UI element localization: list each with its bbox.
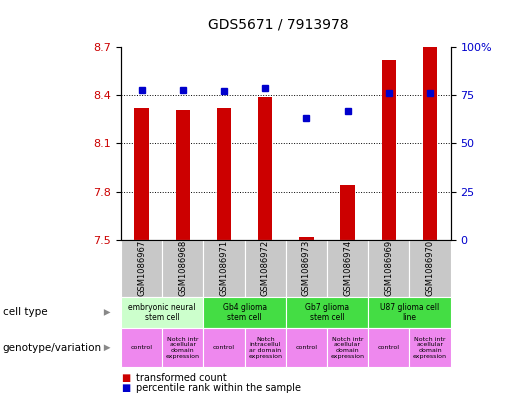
Text: GSM1086974: GSM1086974 (343, 240, 352, 296)
Text: GSM1086969: GSM1086969 (384, 240, 393, 296)
Text: embryonic neural
stem cell: embryonic neural stem cell (128, 303, 196, 322)
Text: control: control (296, 345, 317, 350)
Bar (368, 240, 409, 297)
Text: transformed count: transformed count (136, 373, 227, 383)
Text: Notch
intracellul
ar domain
expression: Notch intracellul ar domain expression (248, 337, 282, 359)
Bar (203, 240, 245, 297)
Text: Notch intr
acellular
domain
expression: Notch intr acellular domain expression (331, 337, 365, 359)
Text: genotype/variation: genotype/variation (3, 343, 101, 353)
Bar (327, 240, 368, 297)
Text: GSM1086968: GSM1086968 (178, 240, 187, 296)
Bar (121, 297, 203, 328)
Bar (245, 240, 286, 297)
Bar (286, 328, 327, 367)
Bar (134, 108, 149, 240)
Text: Notch intr
acellular
domain
expression: Notch intr acellular domain expression (413, 337, 447, 359)
Text: ■: ■ (121, 373, 130, 383)
Bar (121, 240, 162, 297)
Text: GSM1086973: GSM1086973 (302, 240, 311, 296)
Bar (382, 60, 396, 240)
Text: cell type: cell type (3, 307, 47, 318)
Bar (203, 328, 245, 367)
Text: control: control (131, 345, 152, 350)
Text: Gb4 glioma
stem cell: Gb4 glioma stem cell (222, 303, 267, 322)
Text: GDS5671 / 7913978: GDS5671 / 7913978 (208, 18, 349, 32)
Text: control: control (213, 345, 235, 350)
Text: GSM1086970: GSM1086970 (425, 240, 435, 296)
Bar (340, 185, 355, 240)
Text: Notch intr
acellular
domain
expression: Notch intr acellular domain expression (166, 337, 200, 359)
Bar (409, 240, 451, 297)
Bar (121, 328, 162, 367)
Bar (368, 328, 409, 367)
Bar (203, 297, 286, 328)
Text: GSM1086972: GSM1086972 (261, 240, 270, 296)
Text: GSM1086967: GSM1086967 (137, 240, 146, 296)
Bar (423, 47, 437, 240)
Bar (327, 328, 368, 367)
Text: GSM1086971: GSM1086971 (219, 240, 229, 296)
Text: ■: ■ (121, 383, 130, 393)
Bar (162, 240, 203, 297)
Text: control: control (378, 345, 400, 350)
Bar (286, 297, 368, 328)
Bar (286, 240, 327, 297)
Bar (162, 328, 203, 367)
Text: U87 glioma cell
line: U87 glioma cell line (380, 303, 439, 322)
Bar (217, 108, 231, 240)
Bar (299, 237, 314, 240)
Bar (409, 328, 451, 367)
Bar (368, 297, 451, 328)
Bar (245, 328, 286, 367)
Text: percentile rank within the sample: percentile rank within the sample (136, 383, 301, 393)
Bar (176, 110, 190, 240)
Bar (258, 97, 272, 240)
Text: Gb7 glioma
stem cell: Gb7 glioma stem cell (305, 303, 349, 322)
